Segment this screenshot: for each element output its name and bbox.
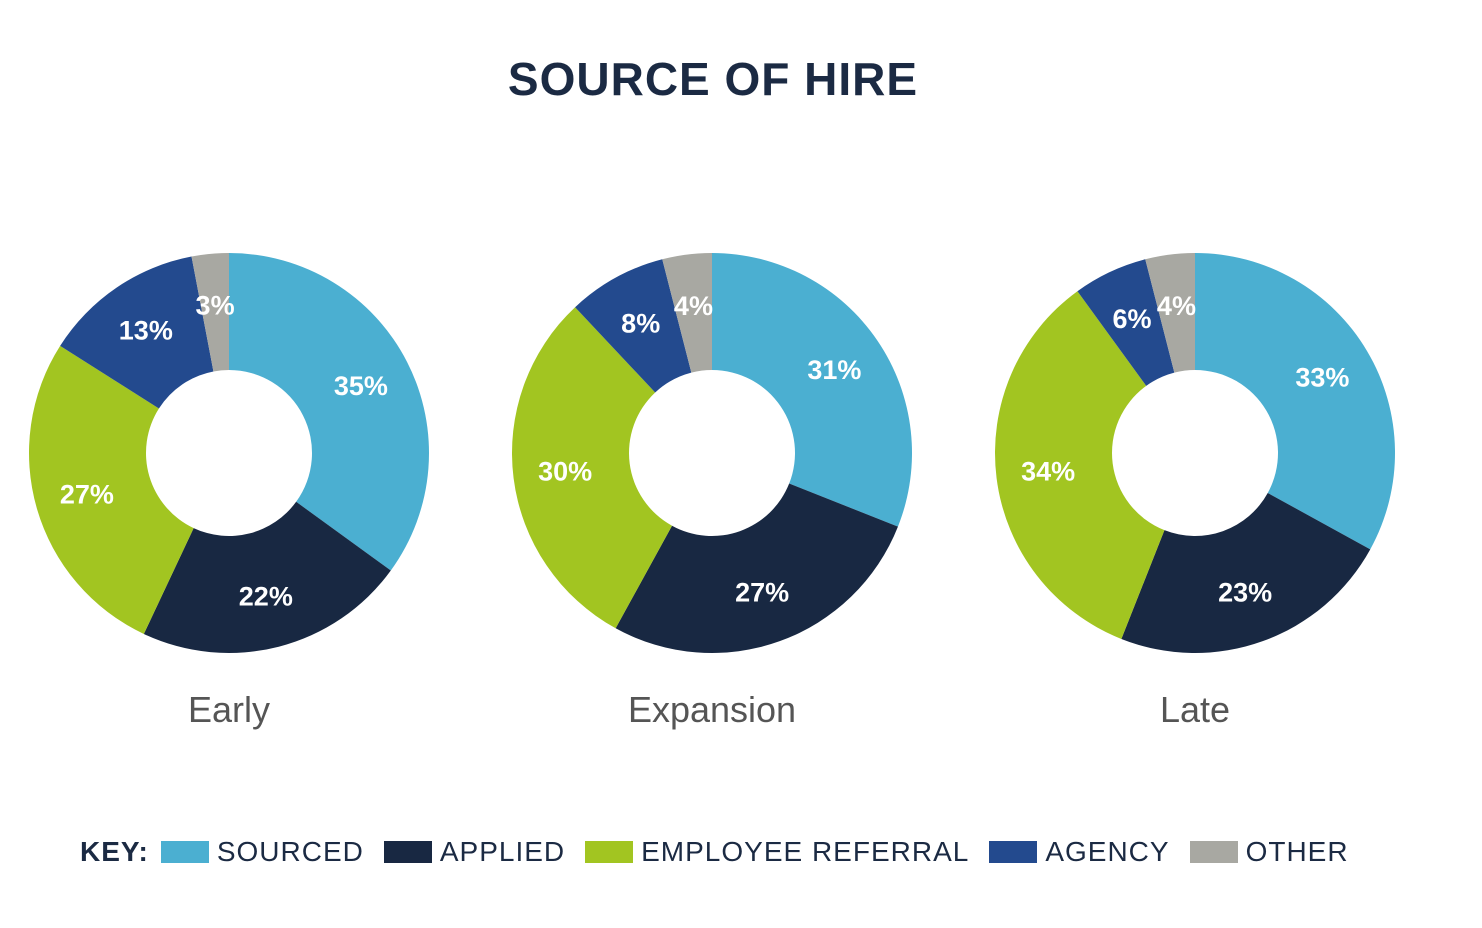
slice-late-applied	[1121, 492, 1371, 653]
data-label: 27%	[60, 479, 114, 509]
data-label: 6%	[1112, 304, 1151, 334]
slice-late-other	[1145, 253, 1195, 373]
legend: KEY: SOURCED APPLIED EMPLOYEE REFERRAL AGEN…	[80, 836, 1369, 868]
data-label: 22%	[239, 581, 293, 611]
slice-early-sourced	[229, 253, 430, 571]
data-label: 4%	[1157, 291, 1196, 321]
slice-early-agency	[60, 256, 214, 409]
slice-late-agency	[1077, 259, 1175, 386]
data-label: 27%	[735, 577, 789, 607]
legend-swatch	[383, 841, 432, 863]
legend-key-label: KEY:	[80, 836, 149, 867]
legend-swatch	[989, 841, 1038, 863]
data-label: 23%	[1218, 577, 1272, 607]
data-label: 35%	[334, 371, 388, 401]
slice-expansion-employee-referral	[512, 307, 673, 629]
legend-item: OTHER	[1189, 836, 1349, 868]
slice-expansion-sourced	[712, 253, 912, 527]
slice-early-applied	[143, 501, 391, 653]
slice-late-employee-referral	[995, 291, 1165, 639]
chart-caption: Late	[1160, 689, 1230, 730]
chart-title: SOURCE OF HIRE	[507, 53, 919, 105]
slice-expansion-applied	[615, 483, 898, 653]
legend-label: SOURCED	[216, 836, 364, 867]
data-label: 8%	[621, 308, 660, 338]
data-label: 31%	[807, 355, 861, 385]
donut-charts: 35% 22% 27% 13% 3% Early 31% 27% 30% 8% 4% Expansio…	[29, 253, 1395, 730]
legend-label: OTHER	[1245, 836, 1349, 867]
slice-early-other	[191, 253, 229, 372]
slice-late-sourced	[1195, 253, 1395, 550]
data-label: 13%	[119, 316, 173, 346]
chart-caption: Expansion	[628, 689, 796, 730]
legend-item: APPLIED	[383, 836, 566, 868]
chart-caption: Early	[188, 689, 270, 730]
data-label: 34%	[1021, 457, 1075, 487]
legend-item: AGENCY	[989, 836, 1169, 868]
legend-swatch	[160, 841, 209, 863]
data-label: 30%	[538, 457, 592, 487]
slice-expansion-other	[662, 253, 712, 373]
legend-swatch	[585, 841, 634, 863]
data-label: 33%	[1295, 363, 1349, 393]
slice-expansion-agency	[575, 259, 692, 393]
legend-item: SOURCED	[160, 836, 364, 868]
data-label: 3%	[196, 291, 235, 321]
slice-early-employee-referral	[29, 345, 194, 634]
legend-label: APPLIED	[439, 836, 566, 867]
legend-label: EMPLOYEE REFERRAL	[641, 836, 970, 867]
legend-swatch	[1189, 841, 1238, 863]
legend-item: EMPLOYEE REFERRAL	[585, 836, 969, 868]
data-label: 4%	[674, 291, 713, 321]
legend-label: AGENCY	[1045, 836, 1170, 867]
